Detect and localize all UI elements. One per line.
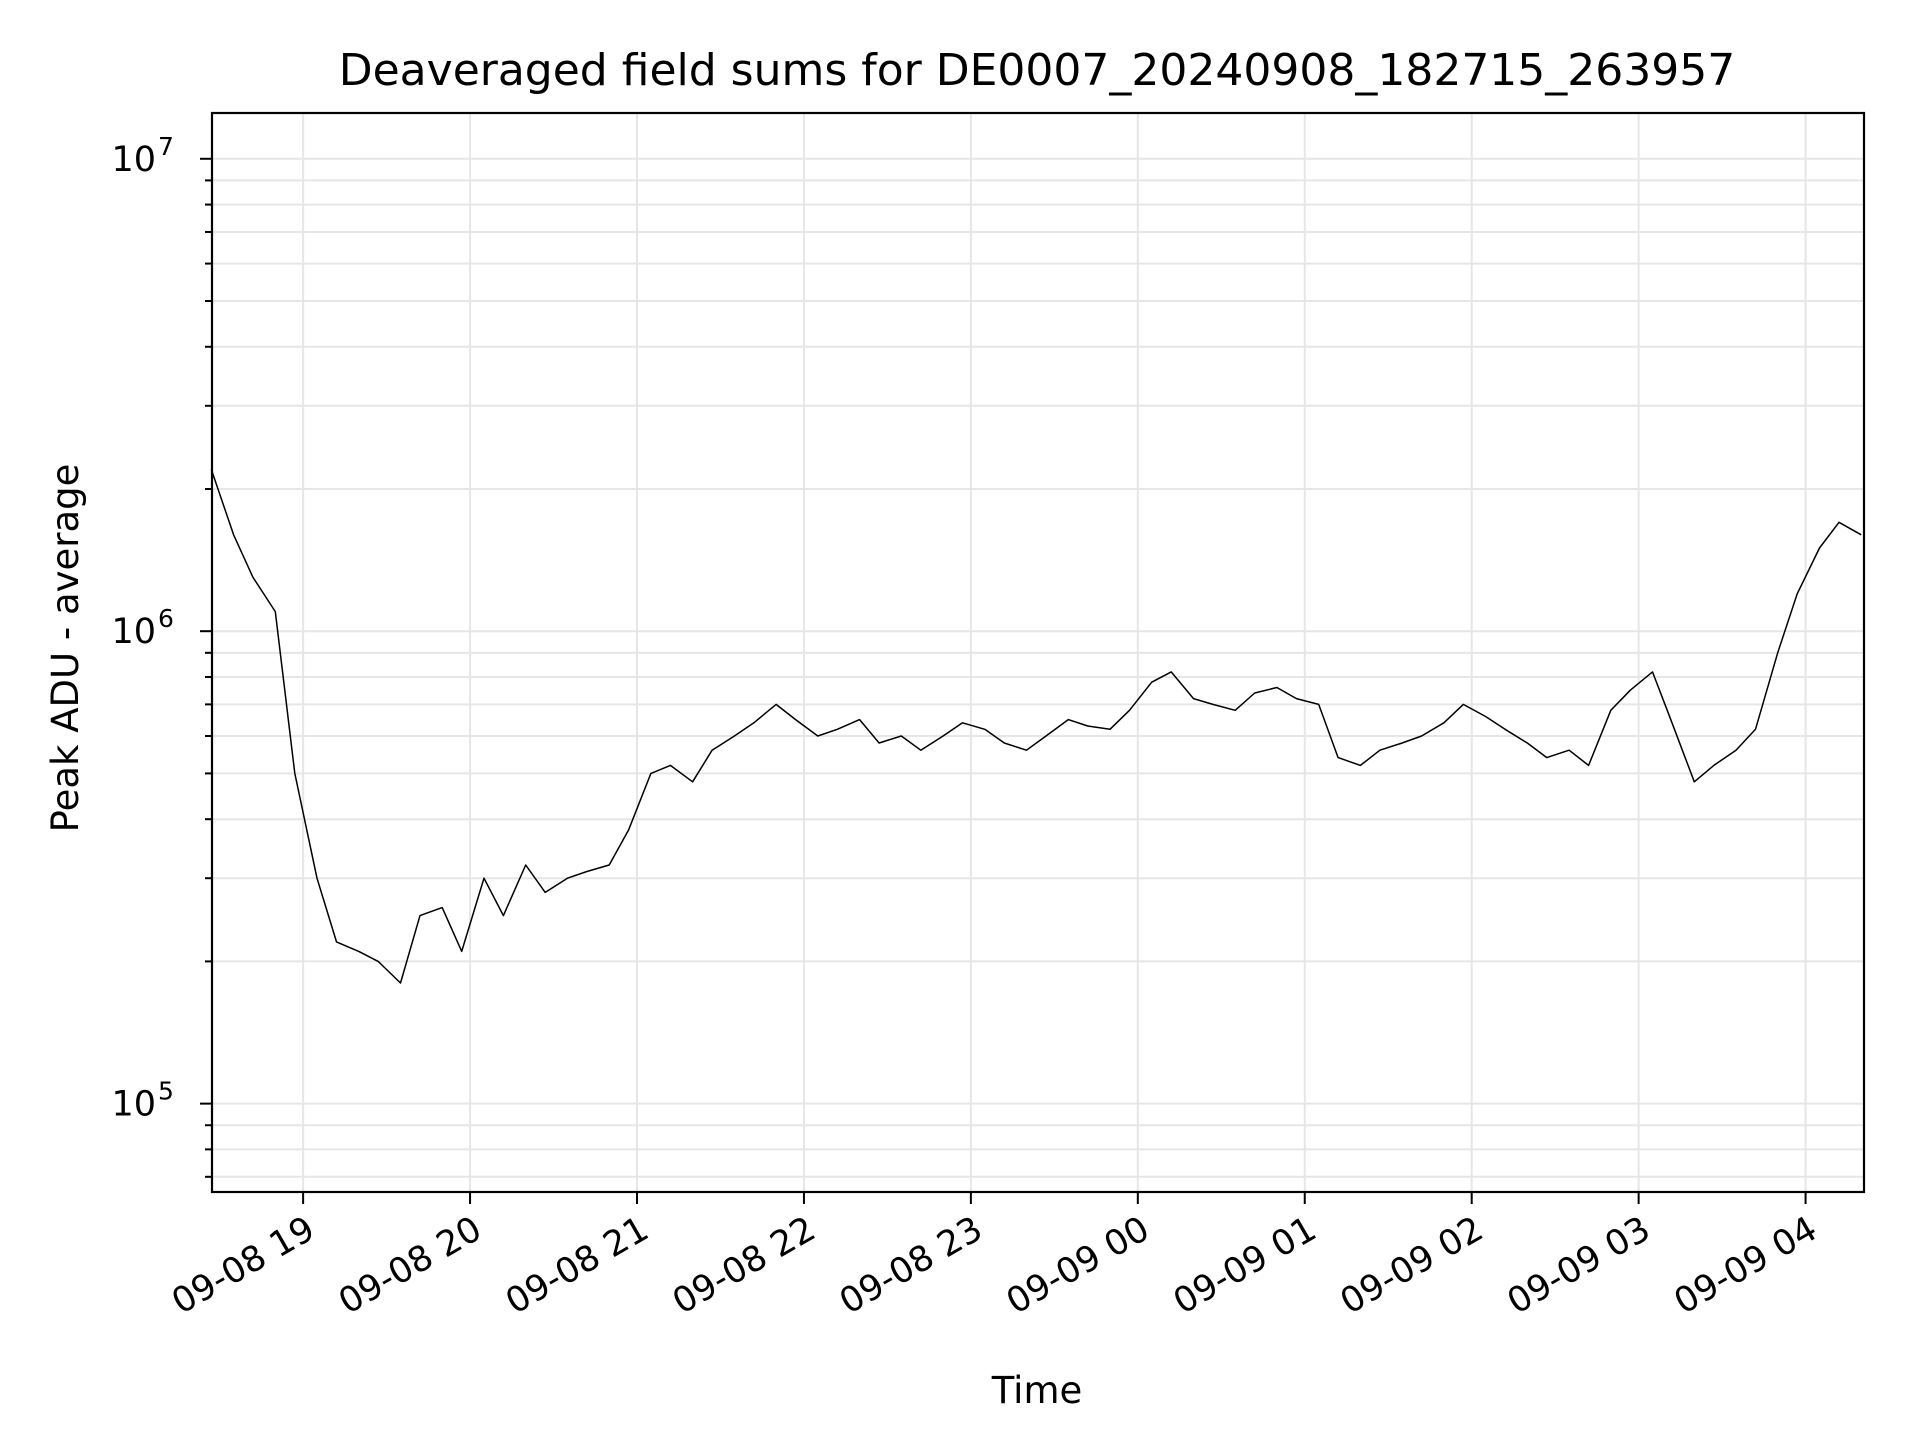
y-tick-label-exponent: 7 bbox=[158, 132, 174, 161]
y-axis-label: Peak ADU - average bbox=[44, 464, 87, 833]
x-axis-label: Time bbox=[991, 1369, 1083, 1412]
y-tick-label: 10 bbox=[111, 140, 156, 180]
y-tick-label-exponent: 5 bbox=[158, 1077, 174, 1106]
y-tick-label: 10 bbox=[111, 1085, 156, 1125]
data-series bbox=[210, 469, 1862, 984]
grid bbox=[212, 113, 1864, 1192]
chart-title: Deaveraged field sums for DE0007_2024090… bbox=[339, 45, 1736, 96]
y-tick-label-exponent: 6 bbox=[158, 604, 174, 633]
series-line bbox=[210, 469, 1862, 984]
y-tick-label: 10 bbox=[111, 612, 156, 652]
